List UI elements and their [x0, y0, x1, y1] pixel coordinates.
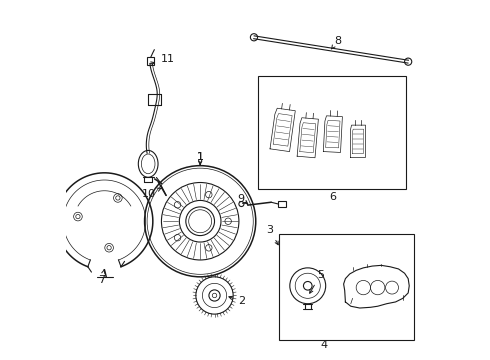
Text: 11: 11	[150, 54, 175, 65]
Text: 2: 2	[229, 296, 245, 306]
Bar	[258, 76, 406, 189]
Bar	[278, 201, 286, 207]
Text: 1: 1	[196, 152, 204, 165]
Text: 6: 6	[329, 192, 336, 202]
Text: 8: 8	[332, 36, 341, 49]
Text: 5: 5	[310, 270, 324, 293]
Text: 3: 3	[267, 225, 278, 245]
Text: 7: 7	[98, 270, 105, 285]
Text: 10: 10	[142, 188, 161, 199]
Text: 4: 4	[320, 340, 327, 350]
Text: 9: 9	[237, 194, 248, 204]
Text: 1: 1	[196, 152, 204, 165]
Bar	[147, 57, 153, 65]
Bar	[279, 234, 414, 339]
